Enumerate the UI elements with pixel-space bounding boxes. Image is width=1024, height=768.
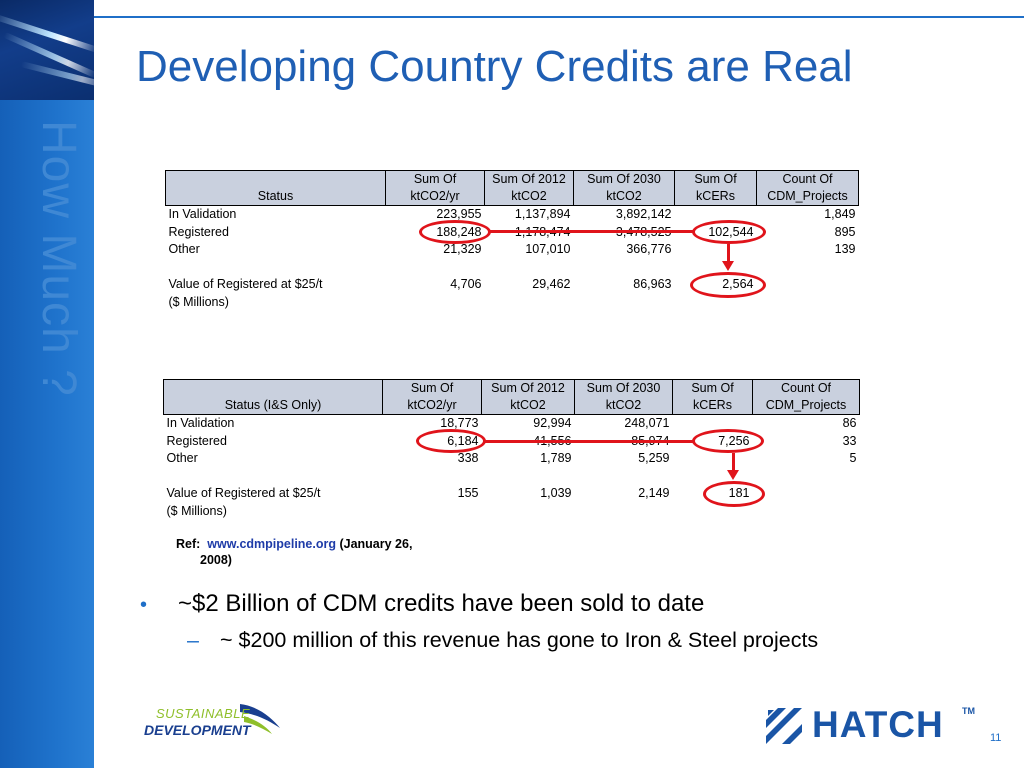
sidebar-title: How Much ? — [32, 120, 85, 397]
row-label: Registered — [166, 433, 227, 448]
table-row: In Validation 18,773 92,994 248,071 86 — [164, 415, 860, 433]
arrow-line — [732, 453, 735, 471]
top-divider — [94, 16, 1024, 18]
down-arrow-icon — [722, 261, 734, 271]
value-label: Value of Registered at $25/t — [166, 486, 321, 500]
cell: 366,776 — [626, 242, 672, 256]
hatch-wordmark: HATCH — [812, 704, 944, 745]
table-row: Other 338 1,789 5,259 5 — [164, 450, 860, 468]
row-label: Registered — [168, 224, 229, 239]
swoosh-icon — [240, 704, 280, 734]
hatch-mark-icon — [766, 708, 802, 744]
sidebar: How Much ? — [0, 0, 94, 768]
cell: 4,706 — [450, 277, 482, 291]
cell: 86,963 — [633, 277, 672, 291]
cell: 86 — [842, 416, 857, 430]
reference-link[interactable]: www.cdmpipeline.org — [207, 537, 336, 551]
reference-note: Ref: www.cdmpipeline.org (January 26, 20… — [176, 536, 476, 568]
highlight-circle — [416, 429, 486, 453]
cell: 895 — [834, 224, 856, 239]
table-row: In Validation 223,955 1,137,894 3,892,14… — [166, 206, 859, 224]
row-label: Other — [166, 451, 198, 465]
spacer-row — [166, 259, 859, 277]
cell: 33 — [842, 433, 857, 448]
sd-logo-bottom-text: DEVELOPMENT — [144, 722, 251, 738]
cell: 29,462 — [532, 277, 571, 291]
cell: 223,955 — [436, 207, 482, 221]
page-title: Developing Country Credits are Real — [136, 42, 853, 91]
sd-logo-top-text: SUSTAINABLE — [156, 706, 251, 721]
row-label: In Validation — [166, 416, 235, 430]
cell: 92,994 — [533, 416, 572, 430]
cell: 1,039 — [540, 486, 572, 500]
reference-date: (January 26, — [339, 537, 413, 551]
sustainable-development-logo: SUSTAINABLE DEVELOPMENT — [140, 698, 290, 746]
cell: 155 — [457, 486, 479, 500]
hatch-logo: HATCH TM — [766, 704, 976, 745]
value-unit-label: ($ Millions) — [166, 503, 227, 518]
column-header: Count Of CDM_Projects — [752, 379, 860, 415]
column-header: Sum Of 2030 ktCO2 — [574, 379, 673, 415]
dash-icon: – — [187, 628, 199, 652]
cell: 2,149 — [638, 486, 670, 500]
row-label: Other — [168, 242, 200, 256]
sub-bullet-text: ~ $200 million of this revenue has gone … — [220, 628, 819, 652]
reference-label: Ref: — [176, 537, 201, 551]
down-arrow-icon — [727, 470, 739, 480]
column-header: Count Of CDM_Projects — [756, 170, 859, 206]
column-header: Status — [165, 170, 386, 206]
value-unit-row: ($ Millions) — [166, 294, 859, 312]
table-row: Other 21,329 107,010 366,776 139 — [166, 241, 859, 259]
value-row: Value of Registered at $25/t 155 1,039 2… — [164, 485, 860, 503]
cell: 139 — [834, 242, 856, 256]
column-header: Sum Of 2012 ktCO2 — [484, 170, 574, 206]
cell: 5 — [849, 451, 857, 465]
highlight-circle — [692, 429, 764, 453]
cell: 338 — [457, 451, 479, 465]
cell: 1,789 — [540, 451, 572, 465]
cell: 3,892,142 — [615, 207, 672, 221]
column-header: Sum Of ktCO2/yr — [385, 170, 485, 206]
cell — [673, 450, 753, 468]
cell: 107,010 — [525, 242, 571, 256]
row-label: In Validation — [168, 207, 237, 221]
spacer-row — [164, 468, 860, 486]
page-number: 11 — [990, 732, 1002, 744]
connector-line — [485, 440, 693, 443]
cell: 1,849 — [824, 207, 856, 221]
cell — [675, 241, 757, 259]
column-header: Sum Of ktCO2/yr — [382, 379, 482, 415]
value-unit-row: ($ Millions) — [164, 503, 860, 521]
cell: 1,137,894 — [514, 207, 571, 221]
sidebar-artwork — [0, 0, 94, 100]
cell: 248,071 — [624, 416, 670, 430]
column-header: Sum Of 2012 ktCO2 — [481, 379, 575, 415]
highlight-circle — [419, 220, 491, 244]
arrow-line — [727, 244, 730, 262]
value-unit-label: ($ Millions) — [168, 294, 229, 309]
sub-bullet-item: – ~ $200 million of this revenue has gone… — [187, 628, 818, 653]
highlight-circle — [690, 272, 766, 298]
trademark-mark: TM — [962, 706, 975, 716]
column-header: Status (I&S Only) — [163, 379, 383, 415]
highlight-circle — [703, 481, 765, 507]
table-all-projects: Status Sum Of ktCO2/yr Sum Of 2012 ktCO2… — [165, 170, 859, 311]
cell: 21,329 — [443, 242, 482, 256]
column-header: Sum Of 2030 ktCO2 — [573, 170, 675, 206]
cell: 5,259 — [638, 451, 670, 465]
column-header: Sum Of kCERs — [674, 170, 757, 206]
bullet-icon: • — [140, 594, 148, 616]
cell: 18,773 — [440, 416, 479, 430]
connector-line — [490, 230, 693, 233]
highlight-circle — [692, 220, 766, 244]
bullet-text: ~$2 Billion of CDM credits have been sol… — [178, 590, 705, 617]
table-header-row: Status (I&S Only) Sum Of ktCO2/yr Sum Of… — [163, 379, 860, 415]
table-header-row: Status Sum Of ktCO2/yr Sum Of 2012 ktCO2… — [165, 170, 859, 206]
bullet-item: • ~$2 Billion of CDM credits have been so… — [140, 590, 704, 618]
column-header: Sum Of kCERs — [672, 379, 753, 415]
reference-date-year: 2008) — [200, 553, 232, 567]
value-label: Value of Registered at $25/t — [168, 277, 323, 291]
